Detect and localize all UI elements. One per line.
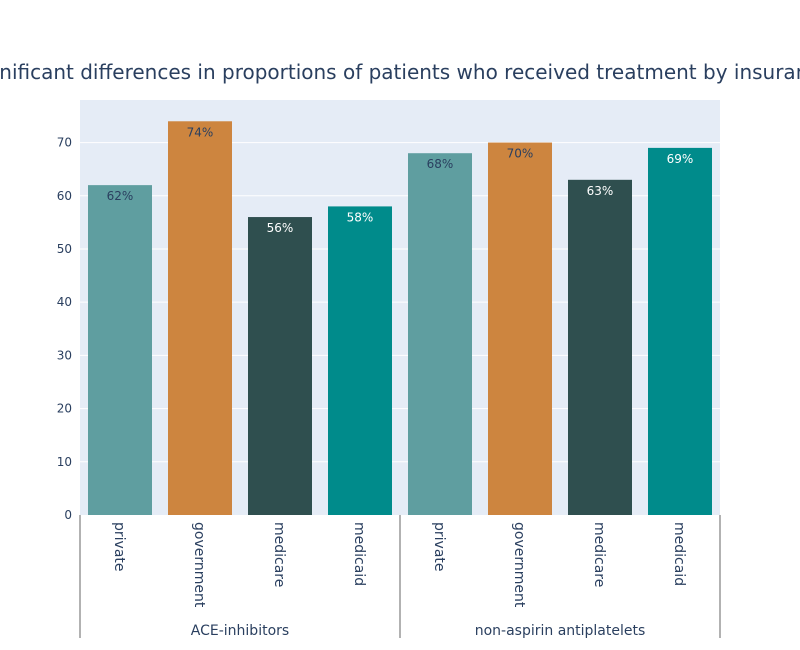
bar-non-aspirin-antiplatelets-medicaid: [648, 147, 712, 515]
bar-ace-inhibitors-private: [88, 185, 152, 515]
bar-value-label: 74%: [187, 125, 214, 139]
y-tick-label: 30: [57, 348, 72, 362]
bar-value-label: 56%: [267, 221, 294, 235]
bar-ace-inhibitors-medicare: [248, 217, 312, 516]
bars: 62% 74% 56% 58% 68% 70% 63% 69%: [88, 121, 712, 516]
group-label: non-aspirin antiplatelets: [475, 623, 646, 639]
y-tick-label: 50: [57, 242, 72, 256]
x-tick-label: government: [511, 522, 527, 608]
x-axis: private government medicare medicaid ACE-inh…: [79, 515, 721, 639]
bar-non-aspirin-antiplatelets-medicare: [568, 179, 632, 516]
bar-value-label: 62%: [107, 189, 134, 203]
y-tick-label: 10: [57, 455, 72, 469]
x-tick-label: private: [111, 522, 127, 572]
bar-value-label: 70%: [507, 147, 534, 161]
y-tick-label: 0: [64, 508, 72, 522]
bar-ace-inhibitors-government: [168, 121, 232, 516]
bar-ace-inhibitors-medicaid: [328, 206, 392, 515]
bar-non-aspirin-antiplatelets-private: [408, 153, 472, 515]
x-tick-label: medicare: [591, 522, 607, 587]
y-axis-ticks: 0 10 20 30 40 50 60 70: [57, 136, 72, 522]
x-tick-label: medicaid: [671, 522, 687, 586]
bar-value-label: 58%: [347, 210, 374, 224]
x-tick-label: private: [431, 522, 447, 572]
bar-value-label: 69%: [667, 152, 694, 166]
y-tick-label: 40: [57, 295, 72, 309]
group-label: ACE-inhibitors: [191, 623, 289, 639]
bar-value-label: 68%: [427, 157, 454, 171]
x-tick-label: medicare: [271, 522, 287, 587]
chart-title: Significant differences in proportions o…: [0, 60, 800, 84]
x-tick-label: government: [191, 522, 207, 608]
y-tick-label: 60: [57, 189, 72, 203]
y-tick-label: 20: [57, 402, 72, 416]
bar-non-aspirin-antiplatelets-government: [488, 142, 552, 516]
y-tick-label: 70: [57, 136, 72, 150]
x-tick-label: medicaid: [351, 522, 367, 586]
bar-value-label: 63%: [587, 184, 614, 198]
